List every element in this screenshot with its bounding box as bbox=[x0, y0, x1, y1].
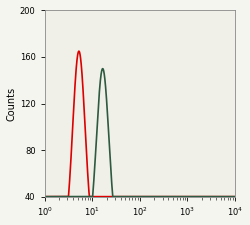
Y-axis label: Counts: Counts bbox=[7, 86, 17, 121]
